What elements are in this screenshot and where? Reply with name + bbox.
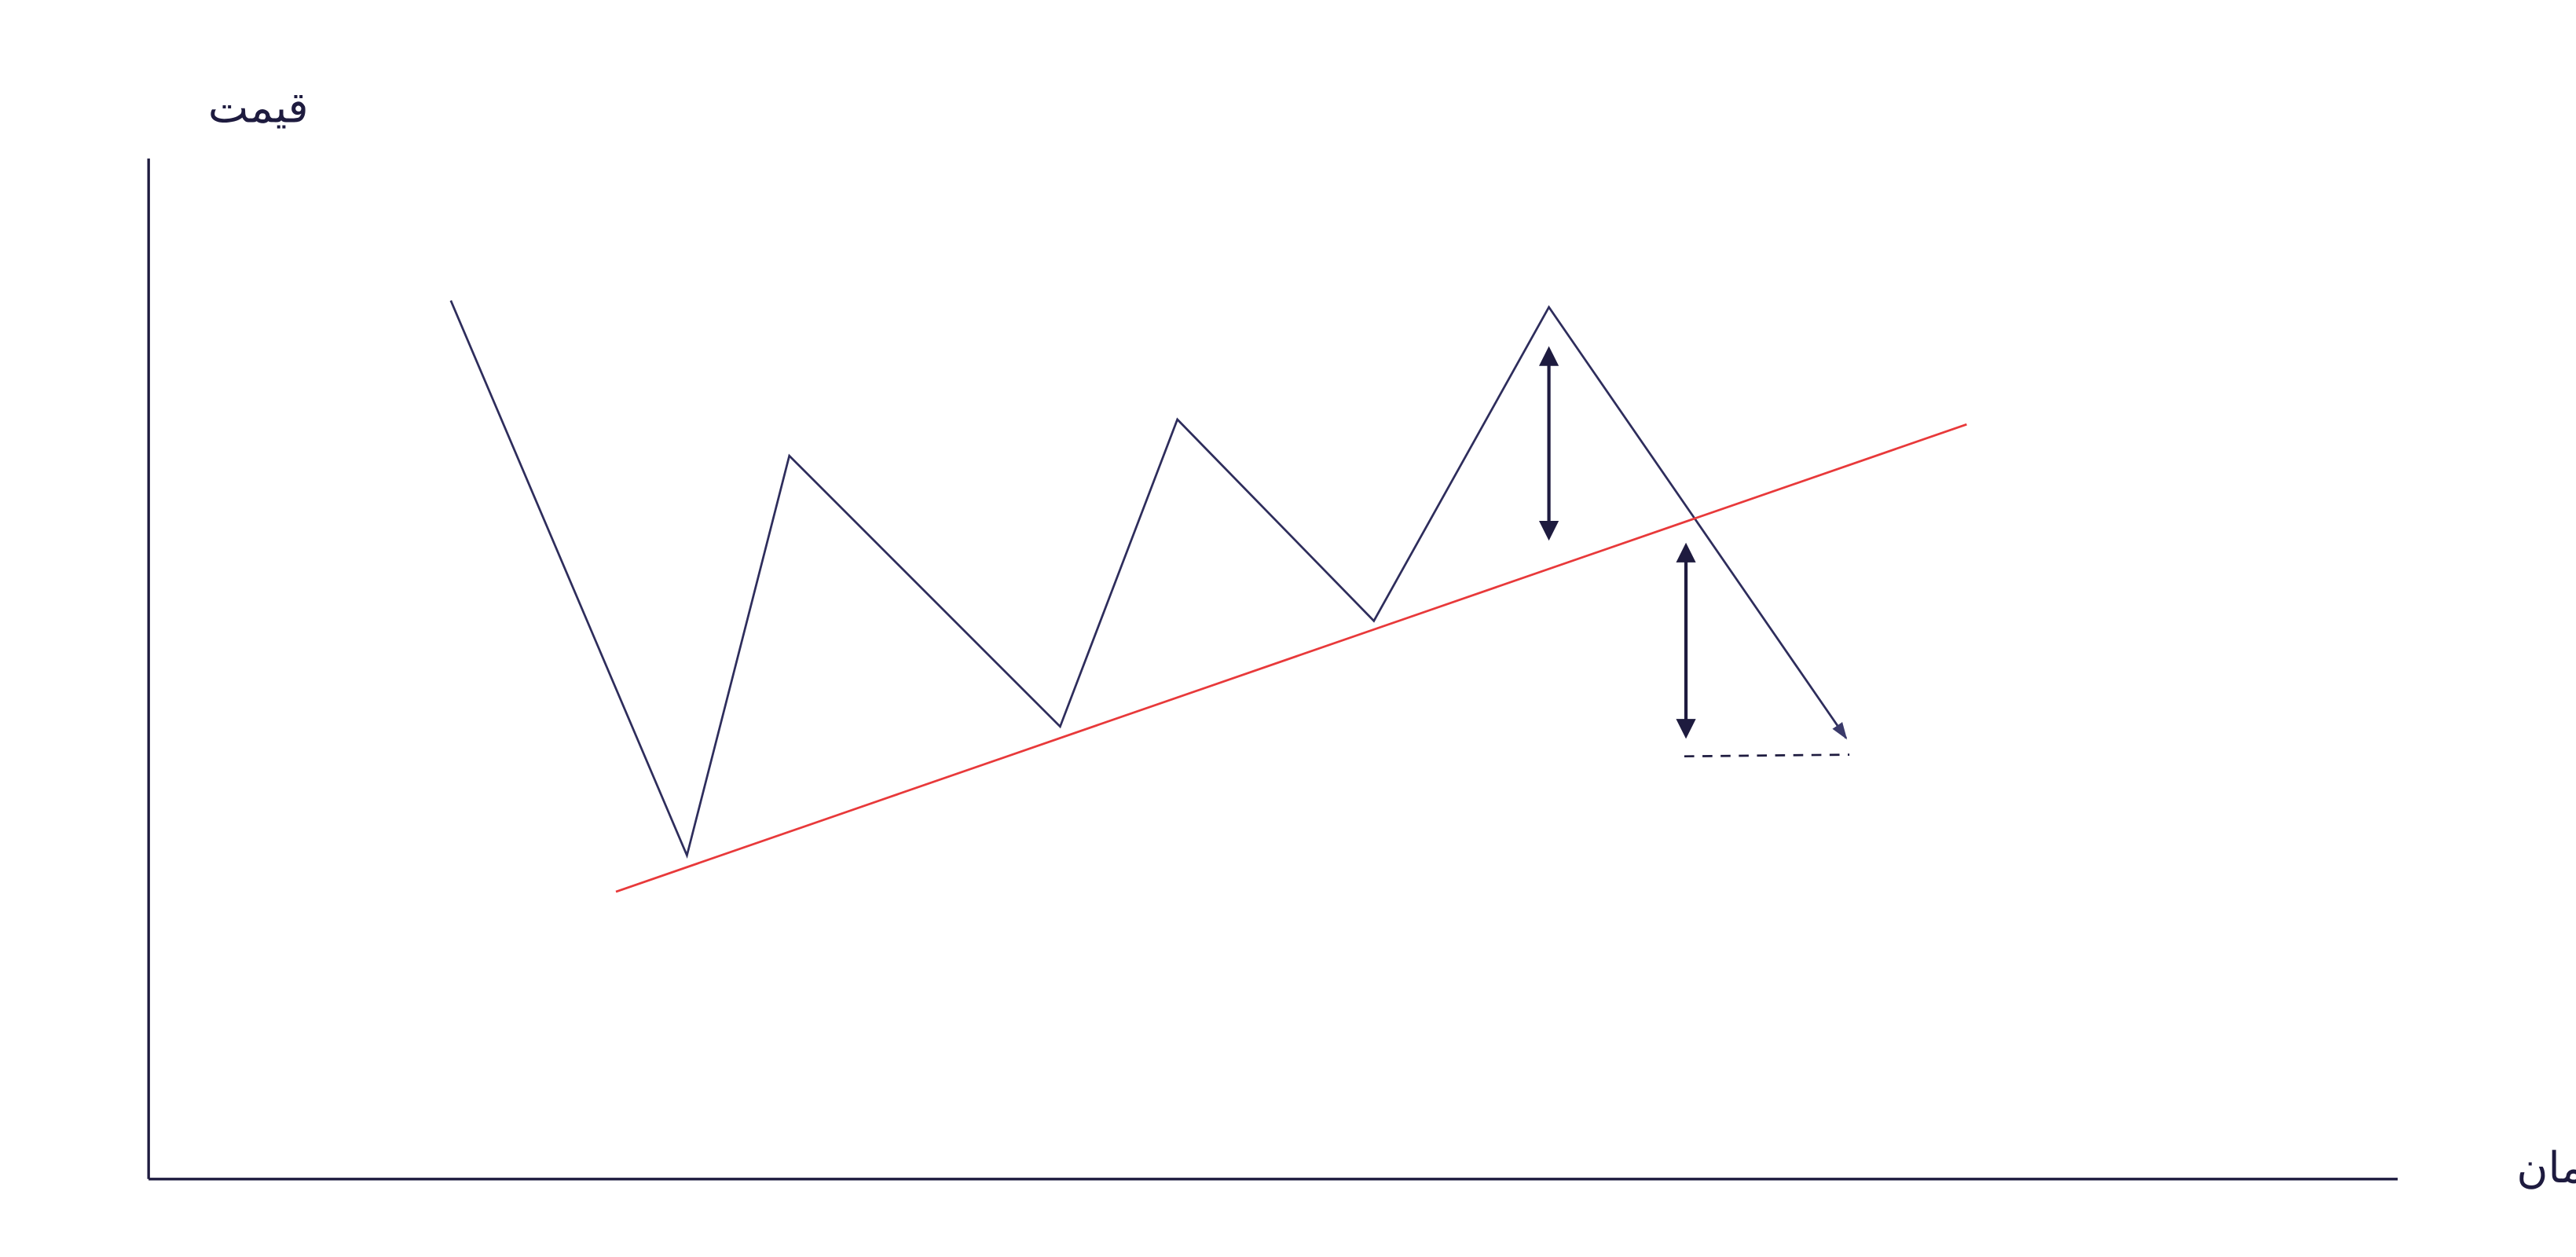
x-axis-label: زمان [2516,1142,2576,1193]
trend-line [615,423,1967,893]
target-line [1684,753,1850,758]
y-axis-label: قیمت [208,82,309,133]
price-path [449,300,1848,859]
